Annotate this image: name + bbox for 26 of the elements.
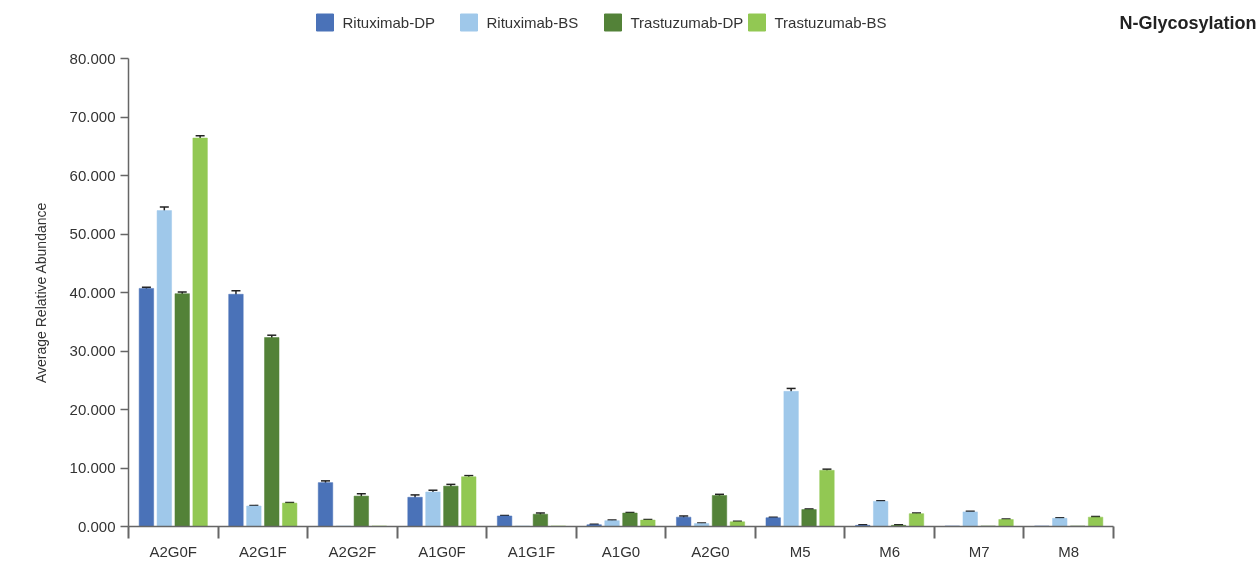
x-tick-label: M6 [879, 542, 901, 560]
x-tick-label: A1G1F [507, 542, 556, 560]
y-tick-label: 0.000 [77, 517, 116, 535]
x-tick-label: A2G0 [691, 542, 730, 560]
x-tick-label: A2G1F [239, 542, 287, 560]
y-tick-label: 60.000 [69, 166, 116, 184]
x-tick-label: M8 [1058, 542, 1080, 560]
legend-label: Rituximab-DP [342, 14, 436, 31]
legend-label: Rituximab-BS [486, 14, 579, 31]
y-tick-label: 40.000 [69, 283, 116, 301]
legend-label: Trastuzumab-BS [774, 14, 887, 31]
y-tick-label: 20.000 [69, 400, 116, 418]
y-tick-label: 30.000 [69, 342, 116, 359]
text: N-Glycosylation [1119, 12, 1257, 33]
x-tick-label: M5 [789, 542, 811, 560]
x-tick-label: M7 [968, 542, 990, 560]
x-tick-label: A2G0F [149, 542, 198, 560]
x-tick-label: A2G2F [328, 542, 377, 560]
y-tick-label: 70.000 [69, 108, 116, 125]
x-tick-label: A1G0 [601, 542, 641, 560]
y-tick-label: 50.000 [69, 225, 116, 242]
y-tick-label: 80.000 [69, 49, 116, 67]
y-axis-title: Average Relative Abundance [32, 202, 49, 384]
x-tick-label: A1G0F [418, 542, 466, 560]
y-tick-label: 10.000 [69, 459, 116, 476]
legend-label: Trastuzumab-DP [630, 14, 744, 31]
